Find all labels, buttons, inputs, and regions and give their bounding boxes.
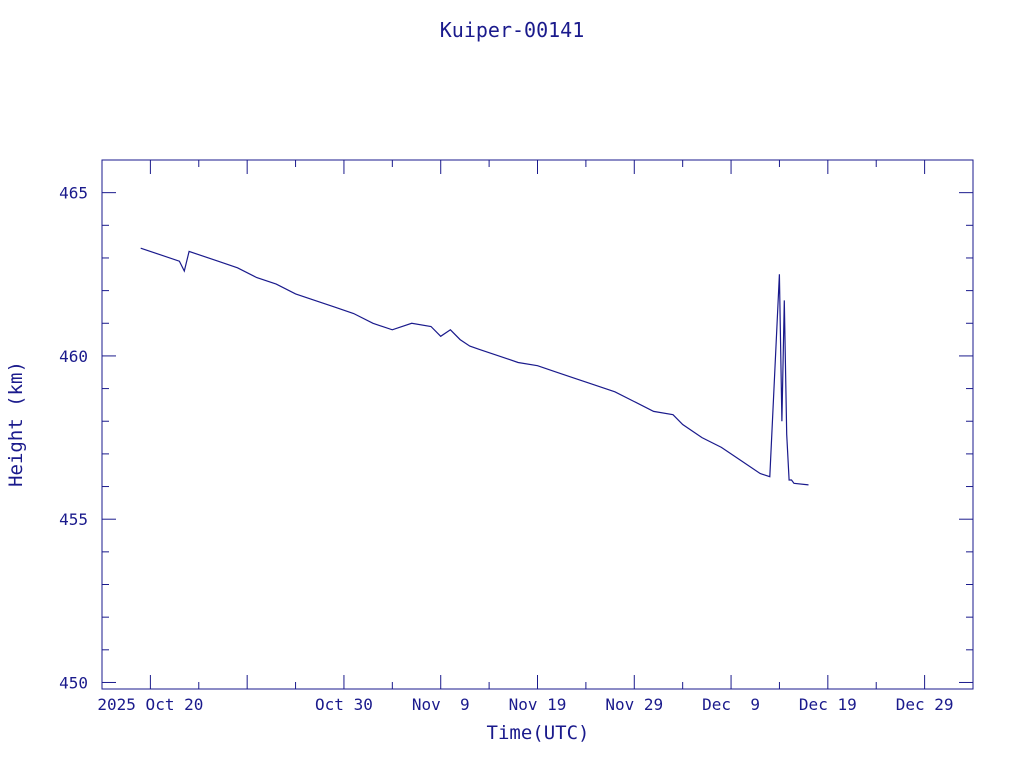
- height-series-line: [140, 247, 809, 486]
- x-tick-label: Nov 9: [412, 695, 470, 714]
- axis-ticks: [101, 160, 974, 689]
- chart-title: Kuiper-00141: [440, 18, 585, 42]
- y-tick-label: 460: [59, 347, 88, 366]
- x-tick-label: Dec 19: [799, 695, 857, 714]
- x-tick-label: Dec 29: [896, 695, 954, 714]
- x-axis-label: Time(UTC): [487, 722, 590, 744]
- y-tick-label: 455: [59, 510, 88, 529]
- y-tick-labels: 450 455 460 465: [59, 184, 88, 693]
- x-tick-labels: 2025 Oct 20 Oct 30 Nov 9 Nov 19 Nov 29 Dec 9 D…: [97, 695, 953, 714]
- x-tick-label: Oct 30: [315, 695, 373, 714]
- y-tick-label: 465: [59, 184, 88, 203]
- x-tick-label: Nov 29: [605, 695, 663, 714]
- x-tick-label: Dec 9: [702, 695, 760, 714]
- x-tick-label: 2025 Oct 20: [97, 695, 203, 714]
- y-axis-label: Height (km): [5, 361, 27, 487]
- x-tick-label: Nov 19: [509, 695, 567, 714]
- plot-frame: [101, 159, 974, 690]
- y-tick-label: 450: [59, 673, 88, 692]
